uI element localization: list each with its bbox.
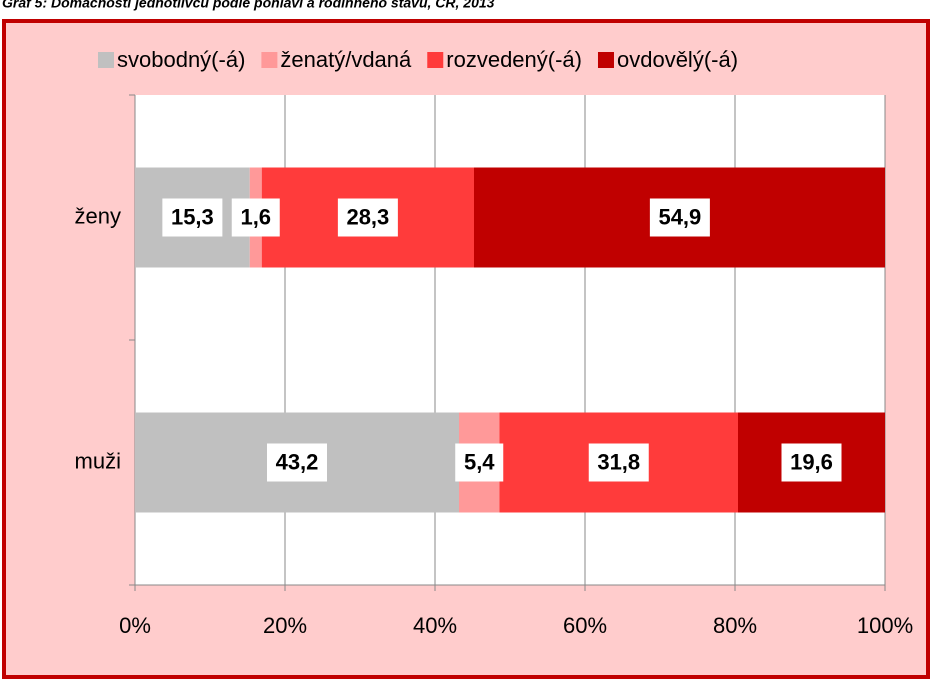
data-label: 31,8	[597, 449, 640, 474]
legend-swatch	[261, 52, 278, 68]
x-tick-label: 20%	[263, 613, 307, 638]
legend-swatch	[597, 52, 614, 68]
legend-label: rozvedený(-á)	[446, 47, 582, 72]
x-tick-label: 60%	[563, 613, 607, 638]
data-label: 43,2	[276, 449, 319, 474]
data-label: 1,6	[240, 204, 271, 229]
data-label-box	[781, 443, 842, 482]
legend-label: ženatý/vdaná	[280, 47, 412, 72]
x-tick-label: 80%	[713, 613, 757, 638]
data-label-box	[588, 443, 649, 482]
data-label: 54,9	[658, 204, 701, 229]
data-label: 28,3	[346, 204, 389, 229]
data-label-box	[267, 443, 327, 482]
x-tick-label: 0%	[119, 613, 151, 638]
legend-label: svobodný(-á)	[117, 47, 245, 72]
x-tick-label: 100%	[857, 613, 913, 638]
chart-title: Graf 5: Domácnosti jednotlivců podle poh…	[2, 0, 495, 11]
data-label-box	[649, 198, 710, 237]
data-label: 15,3	[171, 204, 214, 229]
data-label: 19,6	[790, 449, 833, 474]
data-label-box	[455, 443, 504, 482]
legend-label: ovdovělý(-á)	[617, 47, 738, 72]
data-label-box	[162, 198, 223, 237]
legend-swatch	[427, 52, 444, 68]
x-tick-label: 40%	[413, 613, 457, 638]
y-tick-label: ženy	[75, 203, 121, 228]
y-tick-label: muži	[75, 448, 121, 473]
data-label-box	[231, 198, 280, 237]
data-label: 5,4	[464, 449, 495, 474]
legend-swatch	[98, 52, 114, 68]
data-label-box	[337, 198, 398, 237]
